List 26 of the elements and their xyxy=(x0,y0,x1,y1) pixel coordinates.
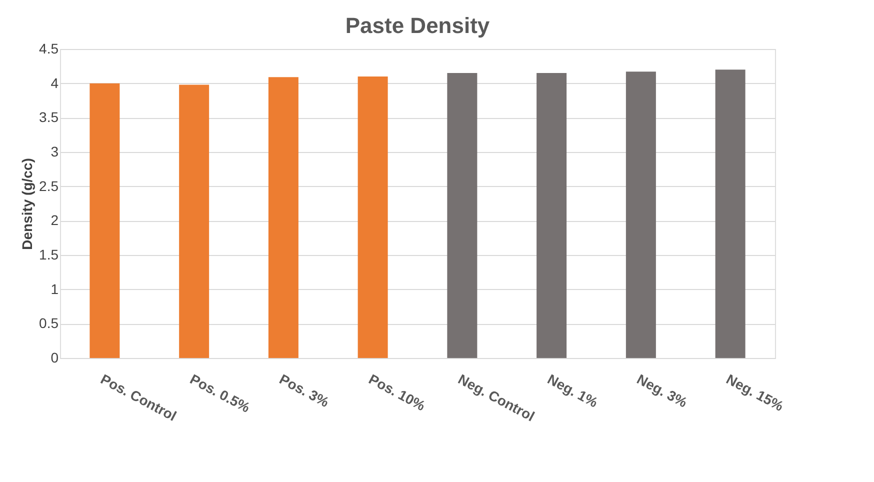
bar xyxy=(626,72,656,358)
y-tick-label: 2 xyxy=(50,212,59,228)
x-tick-label: Neg. 3% xyxy=(634,370,690,411)
chart-title: Paste Density xyxy=(345,13,490,38)
y-tick-label: 4 xyxy=(50,74,59,91)
y-tick-label: 1 xyxy=(50,280,59,297)
bar xyxy=(536,73,567,358)
y-tick-label: 3 xyxy=(50,144,59,160)
bar xyxy=(90,83,120,358)
x-tick-label: Pos. 10% xyxy=(366,370,429,414)
bar xyxy=(179,84,210,358)
x-tick-label: Neg. 1% xyxy=(544,370,602,411)
y-tick-label: 3.5 xyxy=(39,109,59,126)
bar xyxy=(268,77,298,358)
y-axis-title: Density (g/cc) xyxy=(19,158,36,250)
y-tick-label: 0.5 xyxy=(39,315,59,332)
y-tick-label: 0 xyxy=(50,350,59,366)
x-tick-label: Pos. 0.5% xyxy=(187,370,254,416)
y-tick-label: 1.5 xyxy=(39,246,59,262)
bar xyxy=(358,76,388,358)
y-tick-label: 4.5 xyxy=(39,40,59,56)
bar xyxy=(715,70,746,358)
y-tick-label: 2.5 xyxy=(39,178,59,194)
bar xyxy=(447,73,478,358)
x-tick-label: Pos. 3% xyxy=(276,370,332,410)
x-tick-label: Neg. 15% xyxy=(724,370,787,414)
